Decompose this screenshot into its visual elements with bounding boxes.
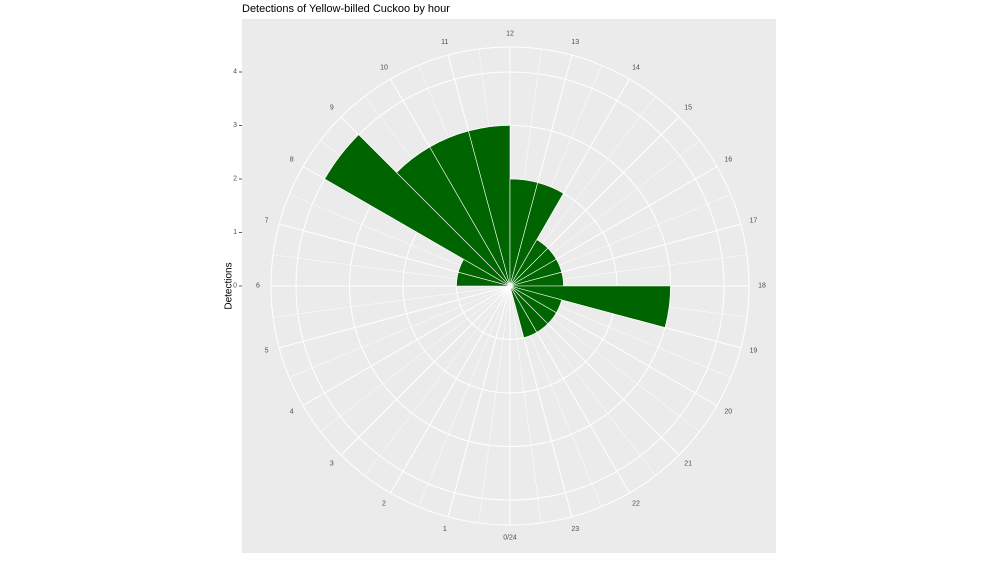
hour-label: 7 [265, 217, 269, 224]
hour-label: 10 [380, 64, 388, 71]
grid-spoke-minor [364, 285, 511, 476]
bar-hour-8 [324, 134, 511, 287]
hour-label: 22 [632, 501, 640, 508]
hour-label: 17 [750, 217, 758, 224]
grid-spoke-major [302, 285, 511, 406]
y-tick-label: 2 [233, 176, 237, 183]
grid-spoke-minor [509, 285, 542, 523]
hour-label: 1 [443, 526, 447, 533]
y-tick-label: 0 [233, 283, 237, 290]
hour-label: 19 [750, 348, 758, 355]
grid-spoke-minor [289, 285, 511, 378]
hour-label: 21 [684, 461, 692, 468]
y-tick-label: 1 [233, 229, 237, 236]
hour-label: 15 [684, 104, 692, 111]
hour-label: 11 [441, 39, 448, 46]
hour-tick-labels: 0/24123456789101112131415161718192021222… [256, 31, 766, 542]
hour-label: 20 [724, 409, 732, 416]
grid-spoke-minor [320, 285, 511, 432]
hour-label: 0/24 [503, 535, 517, 542]
hour-label: 16 [724, 157, 732, 164]
hour-label: 14 [632, 64, 640, 71]
grid-spoke-minor [273, 285, 511, 318]
hour-label: 13 [571, 39, 579, 46]
grid-spoke-major [340, 285, 511, 456]
grid-spoke-major [279, 285, 511, 349]
bar-hour-22 [509, 285, 538, 339]
bars [324, 125, 671, 339]
y-tick-label: 4 [233, 69, 237, 76]
bar-hour-11 [468, 125, 511, 287]
bar-hour-13 [509, 182, 564, 287]
hour-label: 9 [330, 104, 334, 111]
grid-spoke-major [447, 285, 511, 517]
hour-label: 5 [265, 348, 269, 355]
hour-label: 12 [506, 31, 514, 38]
bar-hour-18 [509, 285, 671, 328]
hour-label: 3 [330, 461, 334, 468]
y-tick-label: 3 [233, 122, 237, 129]
y-axis-ticks: 0 1 2 3 4 [233, 69, 242, 290]
grid-spoke-minor [478, 285, 511, 523]
hour-label: 18 [758, 283, 766, 290]
hour-label: 2 [382, 501, 386, 508]
hour-label: 4 [290, 409, 294, 416]
hour-label: 8 [290, 157, 294, 164]
grid-spoke-minor [418, 285, 511, 507]
hour-label: 6 [256, 283, 260, 290]
hour-label: 23 [571, 526, 579, 533]
chart-title: Detections of Yellow-billed Cuckoo by ho… [242, 3, 450, 15]
grid-spoke-major [390, 285, 511, 494]
